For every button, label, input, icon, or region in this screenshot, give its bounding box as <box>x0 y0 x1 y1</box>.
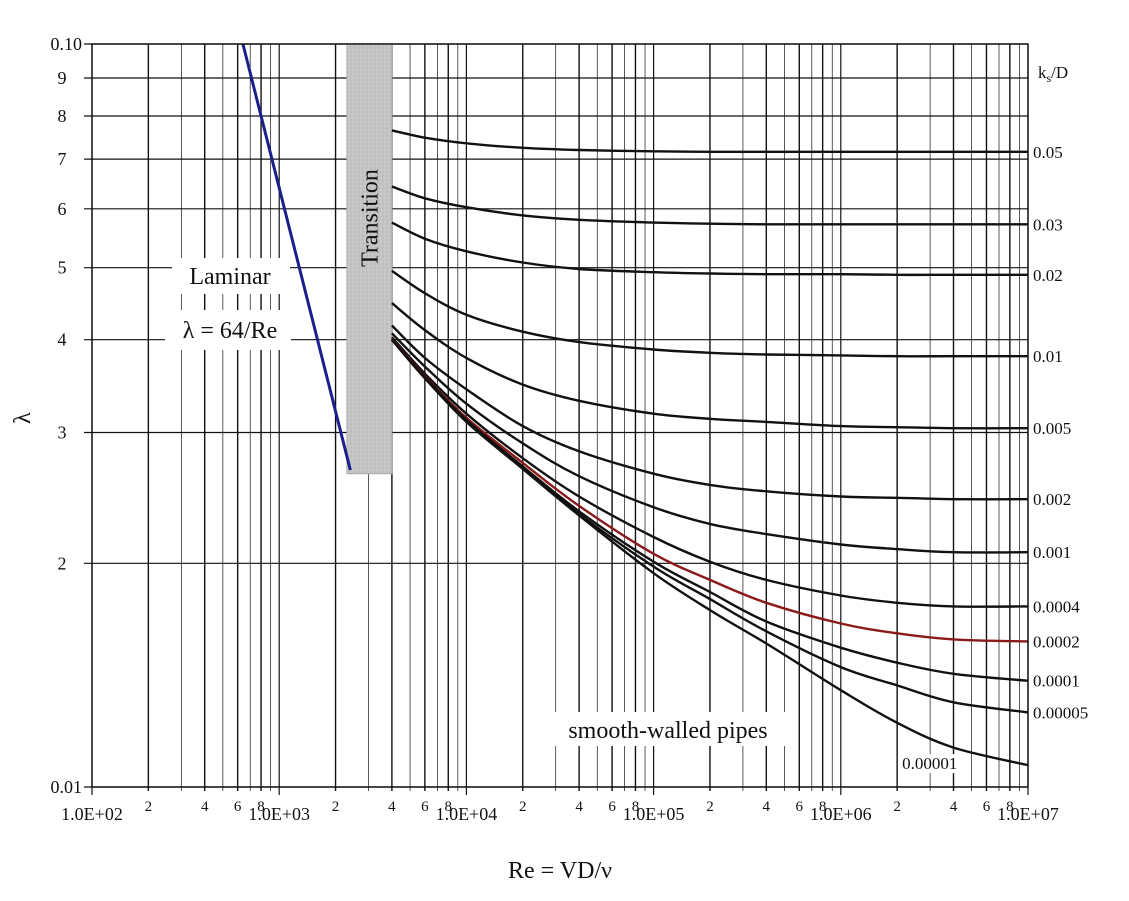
roughness-label-0.005: 0.005 <box>1033 419 1071 438</box>
smooth-label-bg <box>548 712 788 746</box>
roughness-label-0.002: 0.002 <box>1033 490 1071 509</box>
x-tick-label: 1.0E+06 <box>810 804 872 824</box>
rough-label-bg <box>1031 419 1080 439</box>
curve-0.00001 <box>390 338 1029 767</box>
roughness-header: ks/D <box>1038 63 1068 85</box>
rough-label-bg <box>1031 632 1089 652</box>
x-minor-tick-label: 4 <box>388 799 396 815</box>
y-tick-label: 8 <box>58 106 67 126</box>
x-minor-tick-label: 4 <box>950 799 958 815</box>
transition-band <box>346 43 393 475</box>
labels: 0.01 2 3 4 5 6 7 8 9 0.10 1.0E+02 1.0E+03 1.0E+04 1.0… <box>10 34 1098 884</box>
x-minor-tick-label: 6 <box>421 799 429 815</box>
curve-0.02 <box>391 221 1028 277</box>
x-minor-tick-label: 2 <box>893 799 901 815</box>
y-tick-label: 6 <box>58 199 67 219</box>
roughness-label-0.001: 0.001 <box>1033 543 1071 562</box>
y-tick-label: 5 <box>58 258 67 278</box>
roughness-label-0.0004: 0.0004 <box>1033 597 1080 616</box>
x-tick-label: 1.0E+05 <box>623 804 685 824</box>
curve-0.002 <box>391 324 1029 501</box>
rough-label-bg <box>1031 265 1071 285</box>
y-tick-label: 4 <box>58 330 67 350</box>
roughness-label-0.02: 0.02 <box>1033 266 1063 285</box>
rough-label-bg <box>1031 597 1089 617</box>
x-minor-tick-label: 4 <box>201 799 209 815</box>
laminar-formula: λ = 64/Re <box>183 318 278 344</box>
y-tick-label: 0.10 <box>51 34 83 54</box>
x-minor-tick-label: 4 <box>575 799 583 815</box>
roughness-label-0.01: 0.01 <box>1033 347 1063 366</box>
smooth-pipes-label: smooth-walled pipes <box>568 718 767 744</box>
y-tick-label: 7 <box>58 149 67 169</box>
curve-0.05 <box>391 129 1028 154</box>
curve-0.001 <box>391 332 1029 554</box>
x-tick-label: 1.0E+03 <box>248 804 310 824</box>
rough-label-bg <box>900 754 968 774</box>
laminar-formula-bg <box>165 310 291 350</box>
x-minor-tick-label: 6 <box>234 799 242 815</box>
x-tick-label: 1.0E+02 <box>61 804 123 824</box>
x-minor-tick-label: 4 <box>763 799 771 815</box>
roughness-label-0.00001: 0.00001 <box>902 754 957 773</box>
x-minor-tick-label: 6 <box>983 799 991 815</box>
x-minor-tick-label: 8 <box>632 799 640 815</box>
y-tick-label: 2 <box>58 553 67 573</box>
roughness-label-0.0002: 0.0002 <box>1033 632 1080 651</box>
laminar-label-bg <box>172 258 290 294</box>
roughness-label-0.05: 0.05 <box>1033 143 1063 162</box>
roughness-label-0.00005: 0.00005 <box>1033 703 1088 722</box>
x-minor-tick-label: 8 <box>445 799 453 815</box>
curve-0.01 <box>391 269 1028 358</box>
x-minor-tick-label: 6 <box>608 799 616 815</box>
x-minor-tick-label: 8 <box>819 799 827 815</box>
x-minor-tick-label: 2 <box>519 799 527 815</box>
curve-0.0004 <box>391 336 1029 608</box>
roughness-label-0.03: 0.03 <box>1033 215 1063 234</box>
laminar-line <box>241 43 352 471</box>
plot-border <box>91 43 1029 788</box>
rough-label-bg <box>1031 490 1080 510</box>
curve-0.03 <box>391 185 1028 226</box>
rough-label-bg <box>1031 215 1071 235</box>
rough-label-bg <box>1031 671 1089 691</box>
y-axis-title: λ <box>10 412 36 424</box>
y-tick-label: 3 <box>58 422 67 442</box>
x-minor-tick-label: 2 <box>332 799 340 815</box>
transition-band-layer <box>346 43 393 475</box>
x-minor-tick-label: 2 <box>145 799 153 815</box>
x-minor-tick-label: 6 <box>796 799 804 815</box>
rough-label-bg <box>1031 142 1071 162</box>
rough-label-bg <box>1031 543 1080 563</box>
plot-frame <box>91 43 1029 788</box>
y-tick-label: 9 <box>58 68 67 88</box>
x-tick-label: 1.0E+04 <box>436 804 498 824</box>
laminar-label: Laminar <box>189 264 270 290</box>
x-axis-title: Re = VD/ν <box>508 858 612 884</box>
y-tick-label: 0.01 <box>51 777 83 797</box>
x-tick-label: 1.0E+07 <box>997 804 1059 824</box>
transition-label: Transition <box>357 169 383 267</box>
x-minor-tick-label: 8 <box>257 799 265 815</box>
x-minor-tick-label: 8 <box>1006 799 1014 815</box>
roughness-label-0.0001: 0.0001 <box>1033 672 1080 691</box>
x-minor-tick-label: 2 <box>706 799 714 815</box>
curve-0.0002 <box>391 338 1029 643</box>
curves <box>241 43 1029 767</box>
curve-0.005 <box>391 302 1029 430</box>
rough-label-bg <box>1031 703 1098 723</box>
rough-label-bg <box>1031 347 1071 367</box>
